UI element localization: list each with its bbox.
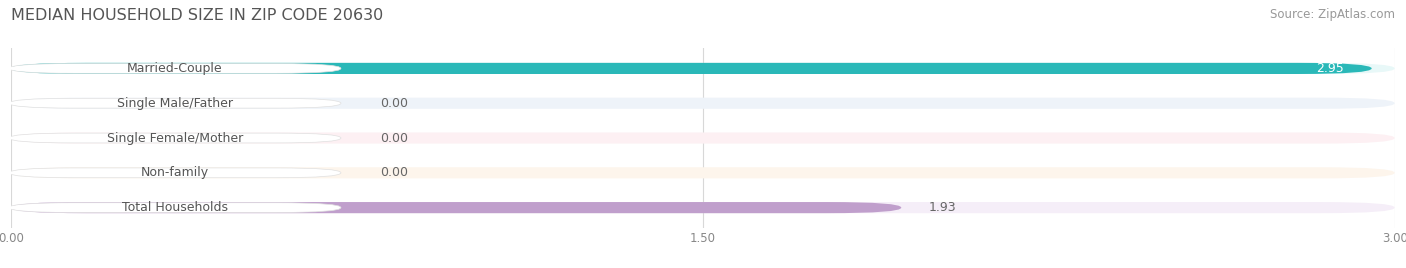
FancyBboxPatch shape <box>11 202 1395 213</box>
Text: Non-family: Non-family <box>141 166 209 179</box>
FancyBboxPatch shape <box>11 202 901 213</box>
Text: 0.00: 0.00 <box>380 97 408 110</box>
FancyBboxPatch shape <box>8 203 342 213</box>
Text: 2.95: 2.95 <box>1316 62 1344 75</box>
FancyBboxPatch shape <box>8 98 342 108</box>
Text: Single Male/Father: Single Male/Father <box>117 97 233 110</box>
FancyBboxPatch shape <box>8 64 342 73</box>
FancyBboxPatch shape <box>11 63 1372 74</box>
Text: Married-Couple: Married-Couple <box>127 62 222 75</box>
FancyBboxPatch shape <box>11 132 1395 144</box>
FancyBboxPatch shape <box>11 63 1395 74</box>
Text: MEDIAN HOUSEHOLD SIZE IN ZIP CODE 20630: MEDIAN HOUSEHOLD SIZE IN ZIP CODE 20630 <box>11 8 384 23</box>
FancyBboxPatch shape <box>8 168 342 178</box>
Text: 1.93: 1.93 <box>929 201 956 214</box>
Text: Single Female/Mother: Single Female/Mother <box>107 132 243 144</box>
FancyBboxPatch shape <box>8 133 342 143</box>
Text: 0.00: 0.00 <box>380 132 408 144</box>
FancyBboxPatch shape <box>11 98 1395 109</box>
FancyBboxPatch shape <box>11 167 1395 178</box>
Text: Source: ZipAtlas.com: Source: ZipAtlas.com <box>1270 8 1395 21</box>
Text: Total Households: Total Households <box>122 201 228 214</box>
Text: 0.00: 0.00 <box>380 166 408 179</box>
